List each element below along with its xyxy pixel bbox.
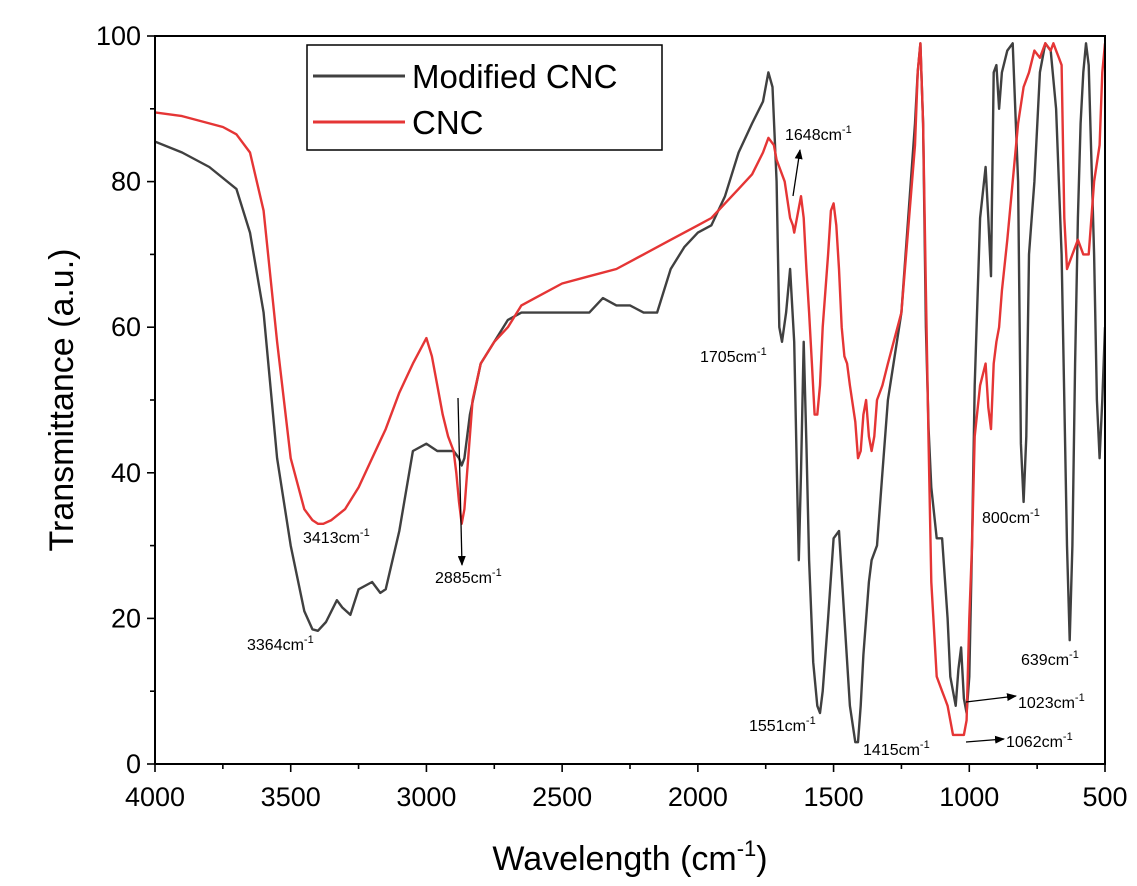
- x-tick-label: 500: [1082, 782, 1127, 812]
- annotation-arrow: [965, 735, 1005, 744]
- legend: Modified CNC CNC: [306, 44, 663, 151]
- peak-label: 1648cm-1: [785, 124, 852, 144]
- y-tick-label: 60: [111, 312, 141, 342]
- x-tick-label: 2000: [668, 782, 728, 812]
- y-tick-label: 20: [111, 603, 141, 633]
- peak-label: 3413cm-1: [303, 527, 370, 547]
- x-axis-title: Wavelength (cm-1): [492, 836, 767, 878]
- legend-box: [306, 44, 663, 151]
- y-tick-label: 100: [96, 21, 141, 51]
- x-tick-label: 1500: [804, 782, 864, 812]
- series-line-modified-cnc: [155, 42, 1105, 744]
- peak-label: 3364cm-1: [247, 634, 314, 654]
- annotation-arrow: [457, 397, 466, 566]
- peak-label: 1551cm-1: [749, 715, 816, 735]
- x-axis-title-main: Wavelength (cm: [492, 840, 736, 878]
- x-axis-title-sup: -1: [737, 836, 757, 861]
- annotation-layer: 3364cm-1 3413cm-1 2885cm-1 1705cm-1 1648cm-1…: [247, 124, 1085, 759]
- x-tick-label: 1000: [939, 782, 999, 812]
- series-layer: [155, 42, 1105, 744]
- legend-label-cnc: CNC: [412, 104, 484, 141]
- peak-label: 2885cm-1: [435, 567, 502, 587]
- y-tick-label: 80: [111, 167, 141, 197]
- y-axis-title: Transmittance (a.u.): [43, 249, 81, 552]
- x-axis-title-end: ): [756, 840, 767, 878]
- series-line-cnc: [155, 42, 1105, 737]
- peak-label: 1415cm-1: [863, 739, 930, 759]
- tick-layer: 4000 3500 3000 2500 2000 1500 1000 500 0 20 40 60 80…: [96, 21, 1128, 812]
- y-tick-label: 0: [126, 749, 141, 779]
- peak-label: 1023cm-1: [1018, 692, 1085, 712]
- x-tick-label: 2500: [532, 782, 592, 812]
- annotation-arrow: [965, 693, 1017, 703]
- annotation-arrow: [792, 149, 803, 197]
- peak-label: 800cm-1: [982, 507, 1040, 527]
- peak-label: 639cm-1: [1021, 649, 1079, 669]
- peak-label: 1705cm-1: [700, 346, 767, 366]
- peak-label: 1062cm-1: [1006, 731, 1073, 751]
- y-tick-label: 40: [111, 458, 141, 488]
- x-tick-label: 3500: [261, 782, 321, 812]
- legend-label-modified-cnc: Modified CNC: [412, 58, 617, 95]
- x-tick-label: 3000: [396, 782, 456, 812]
- x-tick-label: 4000: [125, 782, 185, 812]
